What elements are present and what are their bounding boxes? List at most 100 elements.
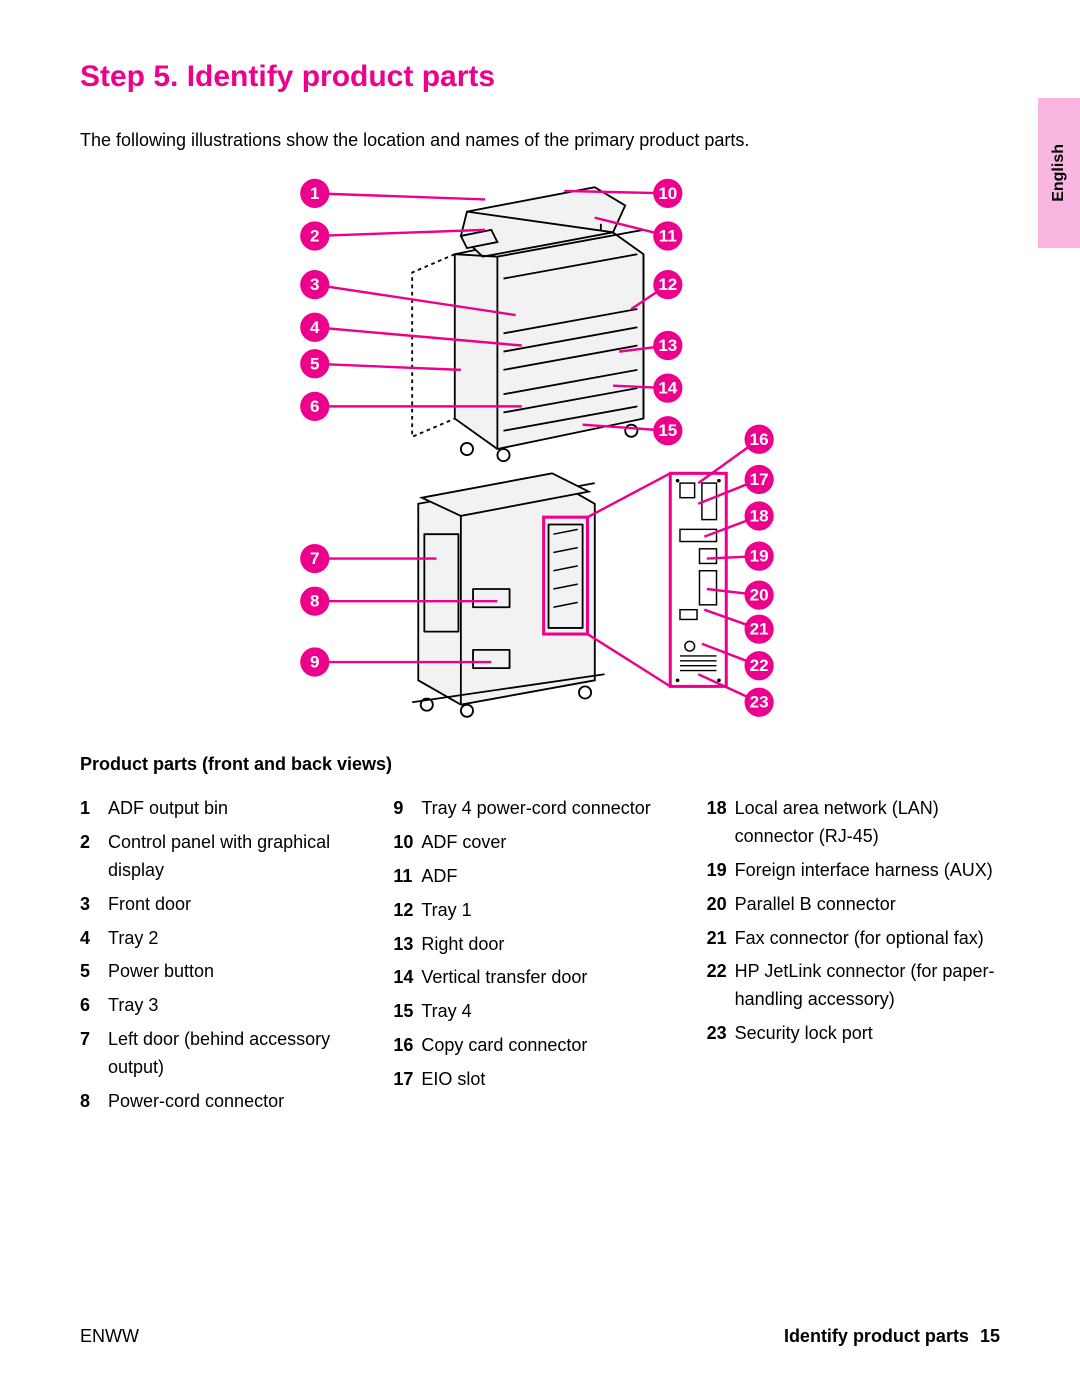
callout-number: 21: [750, 620, 769, 639]
callout-number: 12: [658, 275, 677, 294]
part-label: Tray 4: [421, 998, 686, 1026]
callout-number: 16: [750, 430, 769, 449]
callout-number: 5: [310, 354, 319, 373]
callout-number: 8: [310, 592, 319, 611]
part-row: 4Tray 2: [80, 925, 373, 953]
part-number: 22: [707, 958, 735, 1014]
part-label: Right door: [421, 931, 686, 959]
part-label: Parallel B connector: [735, 891, 1000, 919]
part-row: 20Parallel B connector: [707, 891, 1000, 919]
part-label: Left door (behind accessory output): [108, 1026, 373, 1082]
part-label: ADF output bin: [108, 795, 373, 823]
part-number: 19: [707, 857, 735, 885]
part-row: 7Left door (behind accessory output): [80, 1026, 373, 1082]
part-number: 12: [393, 897, 421, 925]
part-label: ADF: [421, 863, 686, 891]
part-number: 7: [80, 1026, 108, 1082]
part-number: 15: [393, 998, 421, 1026]
callout-number: 20: [750, 586, 769, 605]
part-row: 11ADF: [393, 863, 686, 891]
part-label: Tray 1: [421, 897, 686, 925]
part-row: 13Right door: [393, 931, 686, 959]
diagram-svg: 1234561011121314157891617181920212223: [220, 169, 860, 729]
part-row: 15Tray 4: [393, 998, 686, 1026]
part-number: 11: [393, 863, 421, 891]
part-label: Foreign interface harness (AUX): [735, 857, 1000, 885]
callout-number: 11: [659, 226, 677, 245]
callout-number: 6: [310, 397, 319, 416]
diagram-caption: Product parts (front and back views): [80, 754, 1000, 775]
footer-title: Identify product parts: [784, 1326, 969, 1346]
part-label: Local area network (LAN) connector (RJ-4…: [735, 795, 1000, 851]
part-label: Front door: [108, 891, 373, 919]
printer-back-view: [412, 473, 670, 716]
part-label: HP JetLink connector (for paper-handling…: [735, 958, 1000, 1014]
part-number: 6: [80, 992, 108, 1020]
part-number: 21: [707, 925, 735, 953]
part-number: 1: [80, 795, 108, 823]
part-row: 2Control panel with graphical display: [80, 829, 373, 885]
part-row: 18Local area network (LAN) connector (RJ…: [707, 795, 1000, 851]
callout-number: 10: [658, 184, 677, 203]
part-number: 14: [393, 964, 421, 992]
part-label: Security lock port: [735, 1020, 1000, 1048]
part-number: 13: [393, 931, 421, 959]
part-number: 16: [393, 1032, 421, 1060]
callout-number: 14: [658, 379, 677, 398]
part-number: 20: [707, 891, 735, 919]
part-row: 16Copy card connector: [393, 1032, 686, 1060]
part-number: 17: [393, 1066, 421, 1094]
callout-number: 4: [310, 318, 320, 337]
part-label: Fax connector (for optional fax): [735, 925, 1000, 953]
connector-panel-zoom: [670, 473, 726, 686]
callout-number: 3: [310, 275, 319, 294]
part-label: Copy card connector: [421, 1032, 686, 1060]
language-tab-label: English: [1050, 144, 1068, 202]
part-number: 3: [80, 891, 108, 919]
callout-number: 15: [658, 421, 677, 440]
parts-list: 1ADF output bin 2Control panel with graph…: [80, 795, 1000, 1122]
part-number: 8: [80, 1088, 108, 1116]
part-row: 19Foreign interface harness (AUX): [707, 857, 1000, 885]
callout-number: 13: [658, 336, 677, 355]
part-number: 4: [80, 925, 108, 953]
parts-column-2: 9Tray 4 power-cord connector10ADF cover1…: [393, 795, 686, 1122]
part-number: 5: [80, 958, 108, 986]
part-number: 23: [707, 1020, 735, 1048]
footer-left: ENWW: [80, 1326, 139, 1347]
part-label: ADF cover: [421, 829, 686, 857]
callout-number: 2: [310, 226, 319, 245]
part-row: 12Tray 1: [393, 897, 686, 925]
callout-number: 22: [750, 656, 769, 675]
page-heading: Step 5. Identify product parts: [80, 60, 1000, 94]
part-row: 23Security lock port: [707, 1020, 1000, 1048]
intro-text: The following illustrations show the loc…: [80, 130, 1000, 151]
part-row: 17EIO slot: [393, 1066, 686, 1094]
part-row: 9Tray 4 power-cord connector: [393, 795, 686, 823]
part-row: 5Power button: [80, 958, 373, 986]
part-row: 22HP JetLink connector (for paper-handli…: [707, 958, 1000, 1014]
callout-number: 9: [310, 653, 319, 672]
part-label: Tray 2: [108, 925, 373, 953]
page-number: 15: [980, 1326, 1000, 1346]
part-label: Power button: [108, 958, 373, 986]
parts-column-1: 1ADF output bin 2Control panel with graph…: [80, 795, 373, 1122]
part-row: 21Fax connector (for optional fax): [707, 925, 1000, 953]
part-row: 3Front door: [80, 891, 373, 919]
part-number: 10: [393, 829, 421, 857]
part-label: Vertical transfer door: [421, 964, 686, 992]
part-row: 1ADF output bin: [80, 795, 373, 823]
part-label: EIO slot: [421, 1066, 686, 1094]
part-number: 2: [80, 829, 108, 885]
part-row: 6Tray 3: [80, 992, 373, 1020]
page-footer: ENWW Identify product parts 15: [80, 1326, 1000, 1347]
part-row: 10ADF cover: [393, 829, 686, 857]
part-number: 9: [393, 795, 421, 823]
part-row: 14Vertical transfer door: [393, 964, 686, 992]
part-row: 8Power-cord connector: [80, 1088, 373, 1116]
callout-number: 7: [310, 549, 319, 568]
callout-number: 1: [310, 184, 319, 203]
callout-number: 23: [750, 693, 769, 712]
parts-column-3: 18Local area network (LAN) connector (RJ…: [707, 795, 1000, 1122]
callout-number: 19: [750, 547, 769, 566]
